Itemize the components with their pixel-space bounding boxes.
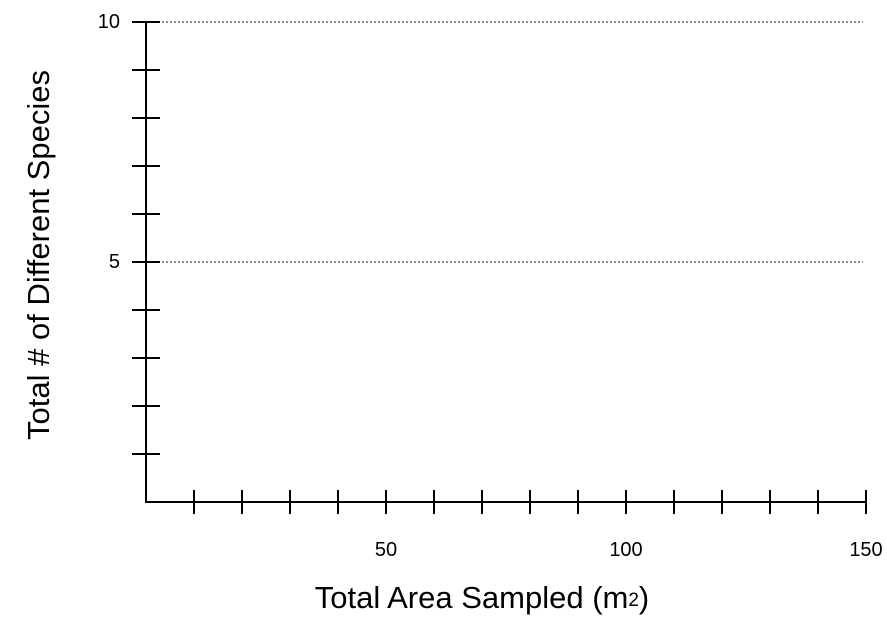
y-tick-label: 5 <box>109 251 120 273</box>
x-axis-title-superscript: 2 <box>628 590 639 611</box>
y-tick-labels: 5 10 <box>98 11 120 273</box>
x-tick-label: 50 <box>375 539 397 561</box>
gridlines <box>146 21 863 263</box>
y-tick-label: 10 <box>98 11 120 33</box>
x-tick-label: 100 <box>609 539 642 561</box>
y-axis-title: Total # of Different Species <box>21 70 56 440</box>
y-ticks <box>132 21 160 455</box>
x-tick-labels: 50 100 150 <box>375 539 883 561</box>
axes <box>145 22 866 503</box>
x-ticks <box>193 490 867 514</box>
x-axis-title-suffix: ) <box>638 580 650 615</box>
x-tick-label: 150 <box>849 539 882 561</box>
x-axis-title-text: Total Area Sampled (m <box>314 580 629 615</box>
x-axis-title: Total Area Sampled (m2) <box>315 580 650 616</box>
